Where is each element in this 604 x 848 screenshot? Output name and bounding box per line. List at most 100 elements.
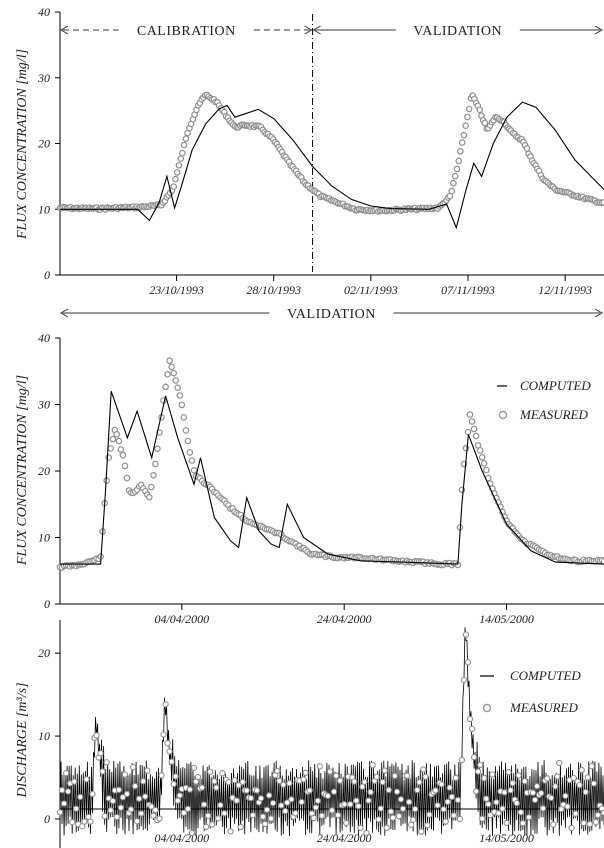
measured-point [454, 796, 462, 804]
measured-point [458, 756, 466, 764]
measured-point [229, 794, 236, 801]
x-tick-label: 24/04/2000 [317, 831, 372, 845]
measured-point [164, 740, 171, 747]
arrowhead-left [59, 308, 69, 318]
measured-point [450, 179, 457, 187]
measured-point [351, 778, 358, 785]
measured-point [576, 781, 583, 789]
y-tick-label: 10 [38, 729, 50, 743]
top-computed-line [60, 101, 604, 230]
measured-point [462, 631, 470, 638]
measured-point [97, 750, 104, 757]
measured-point [460, 131, 468, 139]
measured-point [521, 778, 528, 785]
measured-point [168, 758, 175, 765]
measured-point [464, 659, 472, 666]
measured-point [312, 804, 319, 811]
measured-point [438, 781, 445, 788]
measured-point [513, 799, 520, 807]
measured-point [170, 369, 178, 377]
measured-point [81, 818, 88, 825]
top-period-arrows: CALIBRATION VALIDATION [59, 24, 604, 39]
measured-point [420, 766, 427, 773]
measured-point [170, 183, 178, 190]
measured-point [365, 797, 372, 804]
measured-point [466, 715, 474, 723]
measured-point [127, 806, 135, 813]
measured-point [336, 777, 344, 784]
measured-point [173, 169, 181, 176]
measured-point [259, 813, 267, 820]
measured-point [205, 812, 212, 819]
measured-point [495, 810, 502, 817]
measured-point [482, 466, 490, 474]
bottom-x-ticks: 04/04/2000 24/04/2000 14/05/2000 [154, 809, 534, 845]
measured-point [133, 818, 141, 825]
measured-point [263, 806, 271, 813]
measured-point [453, 165, 461, 173]
measured-point [465, 105, 473, 113]
x-tick-label: 04/04/2000 [154, 831, 209, 845]
measured-point [493, 799, 500, 806]
measured-point [178, 401, 186, 409]
measured-point [397, 796, 405, 803]
measured-point [109, 435, 117, 443]
measured-point [172, 377, 180, 384]
measured-point [239, 778, 246, 786]
x-tick-label: 07/11/1993 [441, 283, 495, 297]
measured-point [180, 141, 188, 149]
measured-point [476, 447, 484, 454]
measured-point [190, 466, 198, 474]
measured-point [188, 457, 196, 464]
measured-point [184, 805, 192, 813]
measured-point [426, 811, 433, 818]
measured-point [168, 363, 175, 371]
measured-point [432, 787, 439, 794]
measured-point [341, 801, 348, 808]
measured-point [162, 383, 169, 391]
measured-point [539, 805, 547, 812]
measured-point [422, 773, 429, 780]
measured-point [505, 769, 512, 776]
measured-point [231, 777, 238, 784]
measured-point [186, 786, 194, 793]
top-plot-area: 0 10 20 30 40 23/10/1993 28/10/1993 02/11/1993… [37, 5, 604, 297]
measured-point [194, 773, 202, 781]
measured-point [592, 818, 600, 826]
measured-point [434, 802, 441, 809]
measured-point [217, 802, 224, 809]
legend-computed-label: COMPUTED [510, 668, 581, 683]
measured-point [381, 767, 388, 774]
measured-point [184, 437, 192, 445]
measured-point [478, 453, 486, 461]
x-tick-label: 14/05/2000 [479, 612, 534, 626]
measured-point [457, 148, 464, 155]
measured-point [375, 816, 382, 823]
measured-point [93, 732, 100, 739]
measured-point [501, 789, 508, 796]
measured-point [101, 812, 108, 820]
measured-point [121, 462, 129, 470]
measured-point [300, 776, 307, 783]
measured-point [556, 759, 563, 767]
measured-point [146, 493, 153, 501]
bottom-measured-series [56, 631, 604, 837]
arrowhead-right [594, 25, 604, 35]
measured-point [347, 801, 354, 808]
panel-bottom: 0 10 20 04/04/2000 24/04/2000 14/05/2000 COM… [15, 620, 604, 848]
measured-point [175, 162, 183, 169]
measured-point [456, 815, 464, 823]
measured-point [292, 810, 299, 817]
measured-point [154, 445, 161, 453]
measured-point [314, 797, 321, 804]
measured-point [89, 790, 96, 798]
measured-point [586, 820, 593, 828]
measured-point [117, 804, 125, 811]
measured-point [515, 772, 522, 779]
measured-point [156, 815, 163, 822]
top-y-axis-title: FLUX CONCENTRATION [mg/l] [15, 49, 30, 240]
measured-point [594, 811, 602, 819]
measured-point [225, 779, 232, 786]
measured-point [418, 828, 425, 835]
measured-point [179, 149, 186, 157]
